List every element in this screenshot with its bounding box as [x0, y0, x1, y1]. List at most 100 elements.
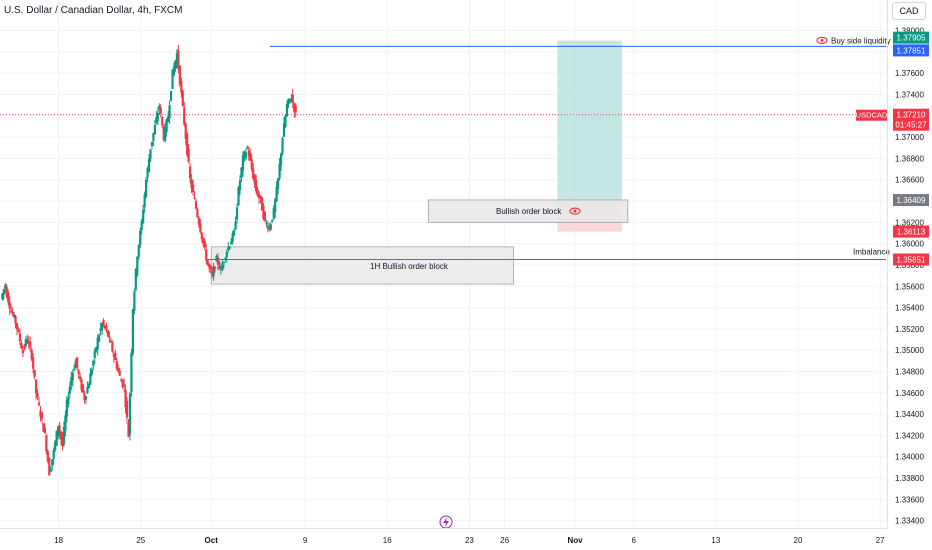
currency-button[interactable]: CAD: [892, 2, 926, 20]
candle-body: [165, 119, 168, 132]
candle-body: [277, 178, 280, 189]
countdown-label: 01:45:27: [895, 121, 927, 130]
candle-body: [59, 431, 63, 440]
x-tick-label: 27: [876, 536, 885, 545]
x-tick-label: 23: [465, 536, 474, 545]
candle-body: [250, 159, 253, 170]
symbol-tag: [856, 109, 887, 121]
candle-body: [121, 379, 124, 387]
y-tick-label: 1.34200: [895, 431, 924, 440]
candle-body: [136, 256, 139, 276]
candle-body: [111, 341, 114, 352]
candle-body: [169, 91, 173, 101]
candle-body: [162, 127, 165, 141]
candle-body: [112, 353, 115, 357]
candle-body: [71, 372, 74, 381]
y-tick-label: 1.33400: [895, 517, 924, 526]
candle-body: [83, 392, 86, 400]
candle-body: [89, 373, 92, 385]
x-tick-label: 16: [383, 536, 392, 545]
candle-body: [68, 386, 71, 394]
candle-body: [246, 147, 249, 149]
bullish-order-block-label: Bullish order block: [496, 207, 562, 216]
candle-body: [115, 361, 118, 369]
y-tick-label: 1.34000: [895, 453, 924, 462]
candle-body: [142, 209, 145, 223]
candle-body: [106, 330, 110, 337]
candle-body: [293, 103, 296, 112]
candle-body: [284, 115, 287, 128]
candle-body: [288, 98, 291, 100]
candle-body: [218, 266, 221, 269]
candle-body: [137, 244, 140, 258]
symbol-title[interactable]: U.S. Dollar / Canadian Dollar, 4h, FXCM: [4, 5, 183, 16]
candle-body: [78, 376, 82, 380]
candle-body: [235, 207, 239, 220]
candle-body: [167, 116, 170, 122]
candle-body: [128, 393, 132, 435]
candle-body: [105, 326, 108, 330]
candle-body: [118, 370, 121, 376]
candle-body: [10, 310, 13, 312]
price-tag-target: [893, 31, 929, 44]
candle-body: [152, 133, 155, 142]
candle-body: [81, 384, 85, 393]
candle-body: [131, 309, 134, 354]
price-tag-entry-label: 1.36409: [897, 196, 926, 205]
candle-body: [48, 458, 51, 476]
candle-body: [159, 107, 162, 114]
y-tick-label: 1.37400: [895, 90, 924, 99]
candle-body: [37, 402, 41, 405]
candle-body: [49, 468, 52, 472]
y-tick-label: 1.36600: [895, 176, 924, 185]
candle-body: [174, 60, 177, 69]
candle-body: [61, 437, 64, 447]
eye-icon-outline: [569, 207, 581, 215]
candle-body: [134, 268, 137, 290]
y-tick-label: 1.35200: [895, 325, 924, 334]
candles-layer: [1, 44, 297, 476]
candle-body: [181, 90, 184, 106]
candle-body: [255, 180, 258, 192]
candle-body: [26, 339, 29, 344]
candle-body: [208, 263, 211, 268]
price-axis: 1.33400 1.33600 1.33800 1.34000 1.34200 1.344…: [895, 27, 924, 526]
candle-body: [230, 241, 233, 245]
candle-body: [64, 415, 67, 431]
candle-body: [100, 322, 104, 331]
candle-body: [240, 167, 243, 178]
candle-body: [180, 80, 183, 93]
price-tag-stop-label: 1.36113: [897, 228, 926, 237]
y-tick-label: 1.33800: [895, 474, 924, 483]
candle-body: [20, 342, 23, 349]
y-tick-label: 1.38000: [895, 27, 924, 36]
candle-body: [172, 66, 176, 76]
candle-body: [222, 262, 225, 264]
candle-body: [231, 233, 234, 243]
candle-body: [80, 379, 83, 390]
candle-body: [257, 193, 261, 199]
last-price-tag: [893, 108, 929, 131]
candle-body: [8, 302, 11, 309]
candle-body: [271, 219, 274, 222]
candle-body: [197, 217, 201, 225]
x-tick-label: Oct: [205, 536, 219, 545]
x-tick-label: 26: [500, 536, 509, 545]
candle-body: [253, 174, 256, 183]
candle-body: [73, 368, 76, 371]
candle-body: [294, 105, 297, 113]
candle-body: [34, 379, 38, 394]
eye-icon-outline: [816, 36, 828, 45]
candle-body: [243, 151, 246, 158]
candle-body: [269, 224, 272, 230]
candle-body: [5, 287, 8, 298]
candle-body: [114, 353, 117, 360]
y-tick-label: 1.34800: [895, 367, 924, 376]
candle-body: [249, 152, 252, 161]
candle-body: [76, 357, 79, 368]
candle-body: [209, 266, 212, 270]
candle-body: [30, 349, 33, 360]
candle-body: [256, 189, 259, 196]
